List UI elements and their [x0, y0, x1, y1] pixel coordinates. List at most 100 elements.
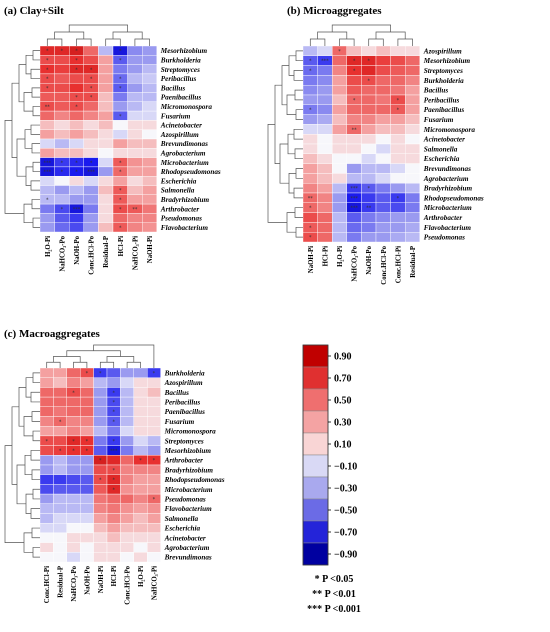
heatmap-cell	[112, 213, 128, 223]
heatmap-cell	[66, 542, 81, 553]
row-label: Escherichia	[423, 155, 460, 163]
heatmap-cell	[127, 157, 143, 168]
row-label: Brevundimonas	[160, 140, 208, 148]
heatmap-cell	[361, 124, 377, 135]
heatmap-cell	[390, 45, 406, 57]
heatmap-cell	[120, 464, 135, 475]
heatmap-cell	[83, 222, 99, 233]
significance-mark: *	[46, 86, 49, 92]
significance-mark: ***	[110, 448, 118, 454]
heatmap-cell	[83, 129, 99, 140]
heatmap-cell	[361, 84, 377, 96]
row-label: Brevundimonas	[164, 554, 212, 562]
heatmap-cell	[79, 396, 94, 408]
heatmap-cell	[39, 148, 55, 158]
significance-mark: *	[75, 67, 78, 73]
heatmap-cell	[405, 212, 421, 223]
row-label: Fusarium	[165, 418, 195, 426]
heatmap-cell	[98, 45, 114, 56]
row-label: Escherichia	[160, 177, 197, 185]
heatmap-cell	[133, 503, 148, 514]
heatmap-cell	[93, 493, 108, 505]
legend-swatch	[302, 542, 329, 566]
significance-mark: *	[367, 186, 370, 192]
heatmap-cell	[146, 503, 161, 514]
significance-mark: *	[397, 196, 400, 202]
heatmap-cell	[106, 377, 121, 388]
heatmap-cell	[83, 45, 99, 56]
legend-swatch	[302, 388, 329, 412]
heatmap-cell	[120, 416, 135, 427]
heatmap-cell	[53, 484, 68, 495]
heatmap-cell	[332, 153, 348, 164]
column-label: H₂O-Pi	[337, 246, 344, 267]
panels: (a) Clay+Silt* * * ** * ** * ** * ** * ** *** ***** * *…	[4, 5, 484, 605]
significance-mark: *	[46, 197, 49, 203]
heatmap-cell	[332, 94, 348, 106]
significance-mark: *	[72, 390, 75, 396]
heatmap-cell	[146, 396, 161, 408]
dendrogram	[267, 24, 413, 238]
heatmap-cell	[302, 45, 318, 57]
row-label: Burkholderia	[164, 369, 205, 377]
heatmap-cell	[332, 104, 348, 115]
heatmap-cell	[68, 82, 84, 93]
heatmap-cell	[346, 133, 362, 145]
heatmap-cell	[93, 445, 108, 456]
row-label: Bradyrhizobium	[164, 466, 214, 474]
heatmap-cell	[39, 426, 54, 437]
heatmap-cell	[93, 542, 108, 553]
row-label: Agrobacterium	[164, 544, 210, 552]
heatmap-cell	[39, 503, 54, 514]
heatmap-cell	[146, 435, 161, 446]
heatmap-cell	[112, 64, 128, 75]
significance-mark: *	[119, 225, 122, 231]
heatmap-cell	[54, 55, 70, 65]
heatmap-cell	[93, 426, 108, 437]
heatmap-cell	[405, 104, 421, 115]
significance-mark: *	[338, 49, 341, 55]
heatmap-cell	[120, 484, 135, 495]
significance-mark: *	[90, 160, 93, 166]
heatmap-cell	[302, 143, 318, 155]
heatmap-cell	[83, 138, 99, 149]
heatmap-cell	[302, 182, 318, 194]
row-label: Burkholderia	[423, 77, 464, 85]
heatmap-cell	[375, 94, 391, 106]
heatmap-cell	[39, 532, 54, 543]
heatmap-cell	[93, 503, 108, 514]
significance-mark: *	[46, 67, 49, 73]
heatmap-cell	[133, 377, 148, 388]
significance-mark: *	[309, 69, 312, 75]
heatmap-cell	[317, 202, 333, 213]
heatmap-cell	[127, 64, 143, 75]
significance-mark: *	[112, 400, 115, 406]
heatmap-cell	[146, 532, 161, 543]
heatmap-cell	[68, 175, 84, 186]
heatmap-cell	[390, 124, 406, 135]
column-label: NaOH-Po	[84, 565, 91, 594]
heatmap-cell	[120, 523, 135, 534]
heatmap-cell	[53, 367, 68, 378]
legend-swatch	[302, 520, 329, 544]
heatmap-cell	[141, 101, 157, 112]
heatmap-cell	[146, 523, 161, 534]
heatmap-cell	[68, 148, 84, 158]
row-label: Bacillus	[160, 84, 186, 92]
heatmap-cell	[317, 94, 333, 106]
significance-mark: *	[61, 207, 64, 213]
row-label: Agrobacterium	[423, 175, 469, 183]
heatmap-cell	[53, 377, 68, 388]
heatmap-cell	[54, 64, 70, 75]
significance-mark: ***	[350, 196, 358, 202]
heatmap-cell	[68, 120, 84, 130]
heatmap-cell	[405, 114, 421, 125]
heatmap-cell	[146, 416, 161, 427]
row-label: Mesorhizobium	[423, 57, 471, 65]
row-label: Salmonella	[424, 145, 458, 153]
heatmap-cell	[405, 182, 421, 194]
heatmap-cell	[332, 133, 348, 145]
heatmap-cell	[39, 493, 54, 505]
heatmap-cell	[146, 513, 161, 524]
